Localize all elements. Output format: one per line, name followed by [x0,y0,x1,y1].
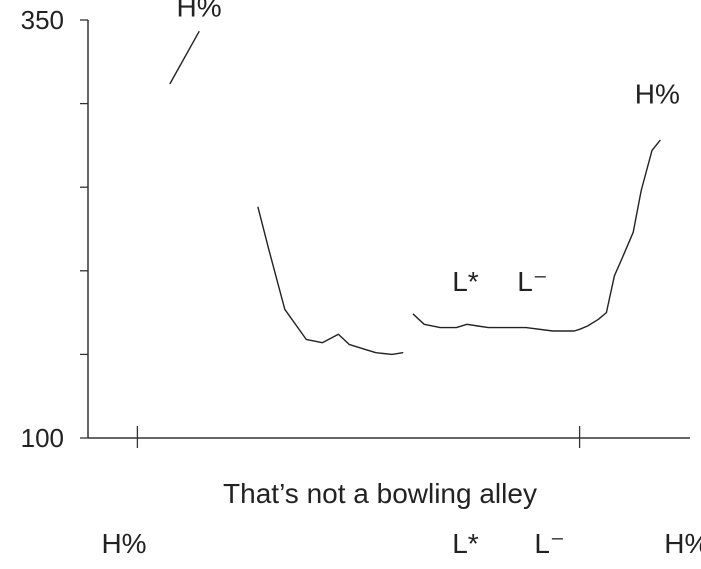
tone-transcription-label: L* [452,528,479,559]
pitch-contour-segment [412,139,661,332]
tone-annotations: H% L* L⁻ H% H% L* L⁻ H% [101,0,701,559]
tone-transcription-label: L⁻ [534,528,564,559]
axes: 350 100 [21,5,690,453]
tone-transcription-label: H% [664,528,701,559]
tone-label: L⁻ [517,266,547,297]
y-tick-label: 350 [21,5,64,35]
tone-label: H% [635,79,680,110]
tone-label: H% [176,0,221,23]
y-tick-label: 100 [21,423,64,453]
pitch-contour-segment [257,206,404,356]
pitch-contours [169,31,661,356]
x-axis-label: That’s not a bowling alley [223,478,537,509]
chart-text: That’s not a bowling alley [223,478,537,509]
tone-transcription-label: H% [101,528,146,559]
tone-label: L* [452,266,479,297]
pitch-contour-segment [169,31,200,85]
